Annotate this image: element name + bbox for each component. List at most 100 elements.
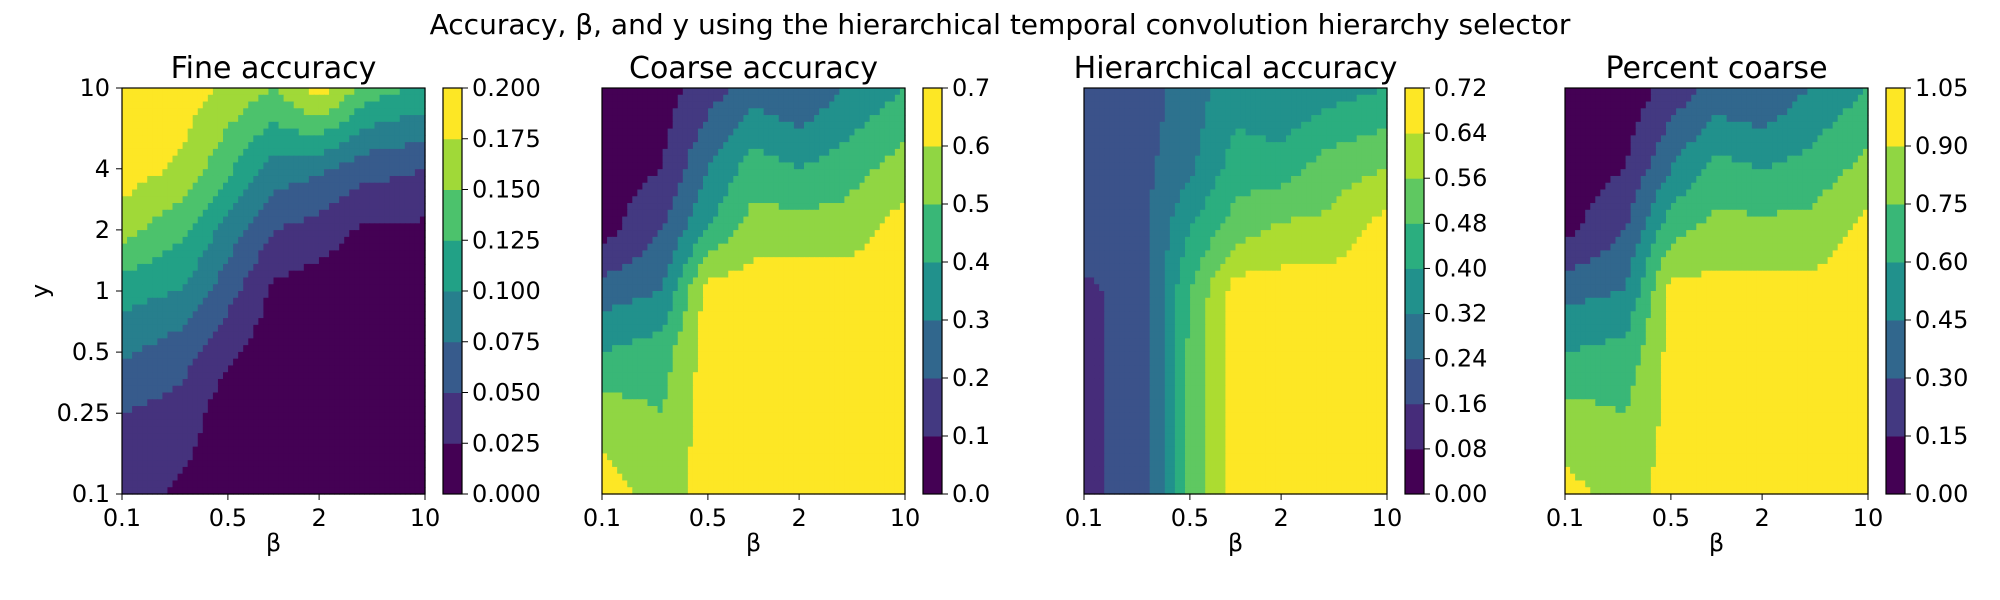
contour-cell xyxy=(369,88,376,96)
contour-cell xyxy=(339,338,345,346)
contour-cell xyxy=(142,419,148,427)
contour-cell xyxy=(238,453,244,461)
contour-cell xyxy=(162,142,169,150)
contour-cell xyxy=(339,378,345,387)
contour-cell xyxy=(293,358,300,367)
contour-cell xyxy=(389,426,396,434)
contour-cell xyxy=(122,311,128,319)
contour-cell xyxy=(152,439,158,448)
contour-cell xyxy=(394,189,401,197)
contour-cell xyxy=(177,480,184,488)
contour-cell xyxy=(137,358,143,367)
contour-cell xyxy=(157,121,163,130)
contour-cell xyxy=(142,365,148,373)
contour-cell xyxy=(318,196,325,204)
contour-cell xyxy=(308,243,315,251)
contour-cell xyxy=(652,169,659,177)
contour-cell xyxy=(147,135,153,143)
contour-cell xyxy=(233,446,239,454)
contour-cell xyxy=(273,291,280,299)
contour-cell xyxy=(414,392,421,400)
contour-cell xyxy=(692,223,699,231)
contour-cell xyxy=(889,94,896,103)
contour-cell xyxy=(127,169,133,177)
contour-cell xyxy=(167,439,174,448)
contour-cell xyxy=(318,351,325,360)
contour-cell xyxy=(207,291,214,299)
contour-cell xyxy=(233,236,239,245)
contour-cell xyxy=(228,487,234,495)
contour-cell xyxy=(182,101,189,109)
contour-cell xyxy=(839,182,845,191)
contour-cell xyxy=(127,473,133,482)
contour-cell xyxy=(137,236,143,245)
contour-cell xyxy=(197,175,204,184)
contour-cell xyxy=(293,446,300,454)
contour-cell xyxy=(202,142,209,150)
contour-cell xyxy=(703,142,709,150)
contour-cell xyxy=(612,108,618,116)
contour-cell xyxy=(303,277,310,285)
contour-cell xyxy=(414,338,421,346)
contour-cell xyxy=(142,446,148,454)
contour-cell xyxy=(177,392,184,400)
contour-cell xyxy=(354,338,360,346)
contour-cell xyxy=(778,155,785,164)
contour-cell xyxy=(182,277,189,285)
contour-cell xyxy=(667,115,674,123)
contour-cell xyxy=(344,365,350,373)
contour-cell xyxy=(334,412,340,421)
contour-cell xyxy=(172,426,179,434)
contour-cell xyxy=(344,203,350,211)
contour-cell xyxy=(157,223,163,231)
contour-cell xyxy=(228,284,234,292)
contour-cell xyxy=(268,392,275,400)
contour-cell xyxy=(162,426,169,434)
contour-cell xyxy=(798,189,805,197)
contour-cell xyxy=(192,88,199,96)
contour-cell xyxy=(127,338,133,346)
contour-cell xyxy=(137,460,143,468)
contour-cell xyxy=(318,345,325,353)
contour-cell xyxy=(258,318,264,326)
contour-cell xyxy=(409,142,416,150)
contour-cell xyxy=(844,182,851,191)
contour-cell xyxy=(414,250,421,258)
contour-cell xyxy=(404,243,411,251)
contour-cell xyxy=(738,101,744,109)
contour-cell xyxy=(748,223,755,231)
contour-cell xyxy=(783,196,790,204)
contour-cell xyxy=(182,345,189,353)
contour-cell xyxy=(854,175,861,184)
contour-cell xyxy=(379,209,386,218)
contour-cell xyxy=(288,331,295,339)
contour-cell xyxy=(879,182,886,191)
contour-cell xyxy=(884,115,891,123)
contour-cell xyxy=(379,236,386,245)
contour-cell xyxy=(142,203,148,211)
contour-cell xyxy=(157,270,163,279)
contour-cell xyxy=(369,223,376,231)
contour-cell xyxy=(344,466,350,475)
contour-cell xyxy=(389,473,396,482)
contour-cell xyxy=(122,412,128,421)
contour-cell xyxy=(733,101,739,109)
contour-cell xyxy=(308,162,315,170)
contour-cell xyxy=(682,128,689,136)
contour-cell xyxy=(758,135,765,143)
contour-cell xyxy=(884,148,891,157)
contour-cell xyxy=(273,487,280,495)
contour-cell xyxy=(854,101,861,109)
contour-cell xyxy=(793,175,800,184)
contour-cell xyxy=(329,385,335,394)
contour-cell xyxy=(197,135,204,143)
contour-cell xyxy=(399,297,406,306)
contour-cell xyxy=(758,88,765,96)
contour-cell xyxy=(687,216,694,224)
contour-cell xyxy=(293,162,300,170)
contour-cell xyxy=(248,263,254,272)
contour-cell xyxy=(414,446,421,454)
contour-cell xyxy=(122,230,128,238)
contour-cell xyxy=(329,345,335,353)
contour-cell xyxy=(268,108,275,116)
